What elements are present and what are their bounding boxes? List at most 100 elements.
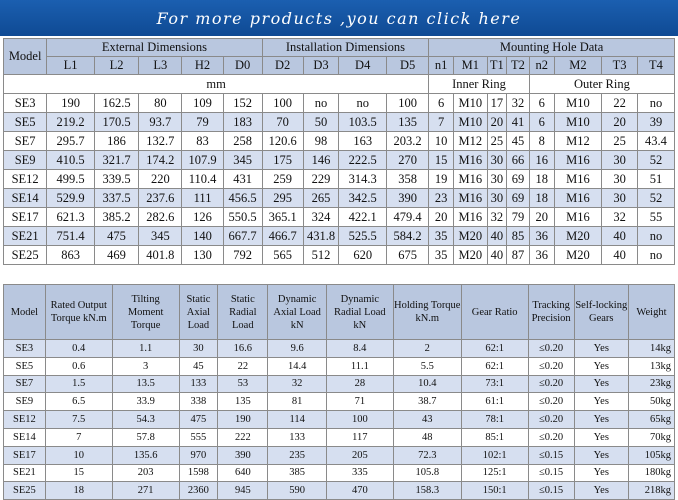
- mounting-hole-data-header: Mounting Hole Data: [428, 38, 675, 57]
- table-cell: Yes: [573, 374, 629, 394]
- table-cell: 52: [636, 150, 676, 170]
- table-cell: 321.7: [93, 150, 140, 170]
- table-cell: 81: [267, 392, 327, 412]
- table-cell: 258: [222, 131, 263, 151]
- table-cell: 175: [261, 150, 304, 170]
- column-header-d3: D3: [302, 56, 340, 75]
- table-cell: 621.3: [46, 207, 95, 227]
- table-cell: 5.5: [392, 356, 462, 376]
- table-cell: 78:1: [460, 410, 529, 429]
- performance-header-7: Holding Torque kN.m: [392, 284, 462, 340]
- model-cell: SE25: [3, 481, 46, 500]
- table-cell: 35: [428, 245, 455, 265]
- table-cell: 111: [181, 188, 224, 208]
- table-cell: Yes: [573, 427, 629, 447]
- table-cell: 345: [138, 226, 183, 246]
- table-cell: 229: [302, 169, 340, 189]
- table-cell: 190: [217, 410, 269, 429]
- table-cell: 72.3: [392, 445, 462, 465]
- table-cell: 25: [486, 131, 508, 151]
- table-cell: 203: [111, 463, 180, 483]
- table-cell: 105kg: [627, 445, 676, 465]
- table-cell: 0.4: [44, 339, 113, 358]
- table-cell: 2360: [178, 481, 219, 500]
- table-cell: 30: [486, 169, 508, 189]
- table-cell: 525.5: [338, 226, 387, 246]
- table-cell: 170.5: [93, 112, 140, 132]
- table-cell: 28: [325, 374, 394, 394]
- table-cell: 16.6: [217, 339, 269, 358]
- table-cell: Yes: [573, 410, 629, 429]
- model-cell: SE21: [3, 463, 46, 483]
- table-cell: 50kg: [627, 392, 676, 412]
- table-cell: M20: [453, 245, 488, 265]
- table-cell: 20: [528, 207, 555, 227]
- table-cell: M20: [553, 226, 603, 246]
- table-cell: 342.5: [338, 188, 387, 208]
- column-header-d4: D4: [338, 56, 387, 75]
- table-cell: 87: [506, 245, 530, 265]
- model-cell: SE12: [3, 410, 46, 429]
- table-cell: 10: [44, 445, 113, 465]
- table-cell: 565: [261, 245, 304, 265]
- table-cell: 30: [601, 188, 638, 208]
- table-cell: 54.3: [111, 410, 180, 429]
- table-cell: 45: [506, 131, 530, 151]
- table-cell: 180kg: [627, 463, 676, 483]
- table-cell: 205: [325, 445, 394, 465]
- table-cell: 38.7: [392, 392, 462, 412]
- performance-header-2: Tilting Moment Torque: [111, 284, 180, 340]
- model-cell: SE3: [3, 339, 46, 358]
- table-cell: 69: [506, 169, 530, 189]
- performance-header-row: Model Rated Output Torque kN.m Tilting Mom…: [3, 284, 676, 340]
- table-cell: 339.5: [93, 169, 140, 189]
- table-cell: 237.6: [138, 188, 183, 208]
- table-cell: 45: [178, 356, 219, 376]
- performance-table: Model Rated Output Torque kN.m Tilting Mom…: [3, 284, 676, 500]
- table-row: SE25 863 469 401.8 130 792 565 512 620 675 35 M20 40…: [2, 245, 676, 265]
- table-cell: 8: [528, 131, 555, 151]
- table-cell: 620: [338, 245, 387, 265]
- table-cell: 18: [44, 481, 113, 500]
- table-cell: 385: [267, 463, 327, 483]
- table-cell: 100: [261, 93, 304, 113]
- table-cell: 100: [385, 93, 430, 113]
- column-header-m2: M2: [553, 56, 603, 75]
- table-cell: 62:1: [460, 339, 529, 358]
- table-cell: 48: [392, 427, 462, 447]
- table-cell: 30: [178, 339, 219, 358]
- table-cell: 1.5: [44, 374, 113, 394]
- table-cell: M12: [453, 131, 488, 151]
- performance-header-0: Model: [3, 284, 46, 340]
- table-cell: M16: [453, 150, 488, 170]
- more-products-link-banner[interactable]: For more products ,you can click here: [0, 0, 678, 36]
- table-cell: 640: [217, 463, 269, 483]
- table-row: SE14 7 57.8 555 222 133 117 48 85:1 ≤0.20 Yes 70kg: [3, 427, 676, 447]
- table-cell: 14kg: [627, 339, 676, 358]
- table-cell: no: [636, 93, 676, 113]
- table-cell: 675: [385, 245, 430, 265]
- table-cell: 57.8: [111, 427, 180, 447]
- table-cell: 863: [46, 245, 95, 265]
- column-header-n1: n1: [428, 56, 455, 75]
- table-row: SE9 410.5 321.7 174.2 107.9 345 175 146 222.5 270…: [2, 150, 676, 170]
- table-cell: 6: [528, 112, 555, 132]
- table-cell: 23: [428, 188, 455, 208]
- table-cell: 40: [486, 226, 508, 246]
- table-cell: 126: [181, 207, 224, 227]
- table-cell: 401.8: [138, 245, 183, 265]
- table-row: SE21 15 203 1598 640 385 335 105.8 125:1 ≤0.15 Yes…: [3, 463, 676, 483]
- table-cell: ≤0.20: [527, 410, 575, 429]
- table-cell: 2: [392, 339, 462, 358]
- table-cell: 590: [267, 481, 327, 500]
- table-cell: 358: [385, 169, 430, 189]
- table-cell: M12: [553, 131, 603, 151]
- table-cell: 163: [338, 131, 387, 151]
- table-cell: 109: [181, 93, 224, 113]
- model-cell: SE7: [2, 131, 48, 151]
- table-cell: 114: [267, 410, 327, 429]
- table-cell: 32: [506, 93, 530, 113]
- table-cell: 70: [261, 112, 304, 132]
- table-cell: 203.2: [385, 131, 430, 151]
- table-cell: 133: [267, 427, 327, 447]
